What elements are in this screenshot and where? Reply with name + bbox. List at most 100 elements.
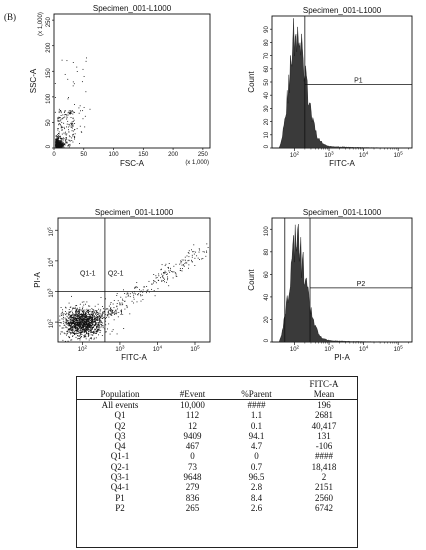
event-dot bbox=[62, 139, 64, 141]
event-dot bbox=[103, 317, 105, 318]
event-dot bbox=[79, 125, 81, 127]
event-dot bbox=[72, 318, 74, 320]
event-dot bbox=[61, 126, 63, 128]
event-dot bbox=[97, 319, 99, 321]
event-dot bbox=[77, 311, 79, 313]
event-dot bbox=[78, 321, 80, 323]
table-row: Q3-1 9648 96.5 2 bbox=[77, 472, 357, 482]
event-dot bbox=[72, 335, 74, 337]
event-dot bbox=[93, 325, 95, 327]
event-dot bbox=[96, 310, 98, 312]
event-dot bbox=[82, 317, 84, 319]
event-dot bbox=[73, 327, 75, 329]
event-dot bbox=[92, 323, 93, 325]
event-dot bbox=[74, 333, 75, 335]
event-dot bbox=[78, 316, 79, 318]
event-dot bbox=[71, 332, 73, 334]
event-dot bbox=[73, 316, 74, 318]
event-dot bbox=[64, 73, 66, 75]
event-dot bbox=[76, 328, 78, 330]
event-dot bbox=[56, 136, 58, 138]
event-dot bbox=[77, 314, 79, 316]
event-dot bbox=[67, 78, 69, 80]
event-dot bbox=[100, 313, 102, 315]
event-dot bbox=[94, 319, 96, 321]
pi-hist-x-tick-label: 105 bbox=[394, 345, 404, 354]
event-dot bbox=[107, 308, 109, 310]
event-dot bbox=[59, 143, 61, 145]
event-dot bbox=[87, 325, 89, 327]
event-dot bbox=[75, 308, 77, 310]
event-dot bbox=[72, 81, 74, 83]
event-dot bbox=[96, 316, 98, 318]
event-dot bbox=[163, 272, 164, 273]
event-dot bbox=[81, 330, 83, 332]
event-dot bbox=[70, 123, 72, 125]
event-dot bbox=[99, 312, 101, 314]
event-dot bbox=[56, 137, 58, 139]
event-dot bbox=[78, 319, 80, 321]
event-dot bbox=[82, 314, 83, 316]
event-dot bbox=[92, 319, 94, 321]
pi-hist-x-tick-label: 102 bbox=[290, 345, 300, 354]
fitc-hist-x-tick-label: 105 bbox=[394, 151, 404, 160]
event-dot bbox=[57, 137, 59, 139]
event-dot bbox=[164, 270, 166, 272]
event-dot bbox=[99, 321, 101, 323]
event-dot bbox=[129, 296, 131, 298]
event-dot bbox=[80, 315, 82, 317]
event-dot bbox=[127, 295, 129, 297]
event-dot bbox=[74, 133, 76, 135]
event-dot bbox=[183, 259, 185, 261]
event-dot bbox=[60, 139, 62, 141]
event-dot bbox=[98, 329, 99, 330]
event-dot bbox=[68, 328, 70, 330]
event-dot bbox=[95, 323, 97, 325]
event-dot bbox=[90, 321, 92, 323]
event-dot bbox=[174, 272, 176, 274]
event-dot bbox=[78, 310, 80, 312]
event-dot bbox=[80, 333, 82, 335]
event-dot bbox=[188, 256, 190, 258]
event-dot bbox=[67, 114, 69, 116]
event-dot bbox=[188, 264, 190, 266]
event-dot bbox=[60, 138, 62, 140]
event-dot bbox=[82, 328, 84, 330]
plot-fsc-ssc: Specimen_001-L1000 FSC-A SSC-A 0 50 100 150 200… bbox=[29, 4, 211, 168]
event-dot bbox=[181, 270, 183, 272]
event-dot bbox=[83, 317, 85, 319]
event-dot bbox=[59, 110, 61, 111]
event-dot bbox=[110, 308, 112, 310]
event-dot bbox=[64, 110, 66, 112]
event-dot bbox=[61, 318, 63, 320]
event-dot bbox=[79, 327, 80, 329]
event-dot bbox=[75, 330, 77, 332]
event-dot bbox=[158, 280, 160, 281]
event-dot bbox=[71, 339, 73, 341]
event-dot bbox=[105, 331, 107, 333]
event-dot bbox=[98, 322, 100, 324]
event-dot bbox=[61, 314, 62, 316]
event-dot bbox=[94, 312, 96, 314]
event-dot bbox=[68, 325, 70, 326]
event-dot bbox=[88, 325, 90, 327]
event-dot bbox=[55, 142, 57, 144]
event-dot bbox=[122, 303, 124, 305]
event-dot bbox=[83, 325, 85, 327]
event-dot bbox=[69, 112, 71, 114]
event-dot bbox=[124, 301, 126, 302]
event-dot bbox=[56, 139, 58, 141]
event-dot bbox=[79, 314, 81, 316]
event-dot bbox=[71, 317, 73, 319]
event-dot bbox=[89, 305, 91, 307]
event-dot bbox=[63, 332, 65, 334]
event-dot bbox=[66, 320, 68, 322]
event-dot bbox=[175, 273, 177, 275]
event-dot bbox=[61, 138, 63, 139]
ssc-y-tick-label: 250 bbox=[46, 16, 52, 27]
event-dot bbox=[95, 319, 97, 321]
event-dot bbox=[83, 335, 85, 337]
event-dot bbox=[78, 325, 80, 327]
event-dot bbox=[88, 321, 90, 323]
event-dot bbox=[92, 332, 94, 333]
